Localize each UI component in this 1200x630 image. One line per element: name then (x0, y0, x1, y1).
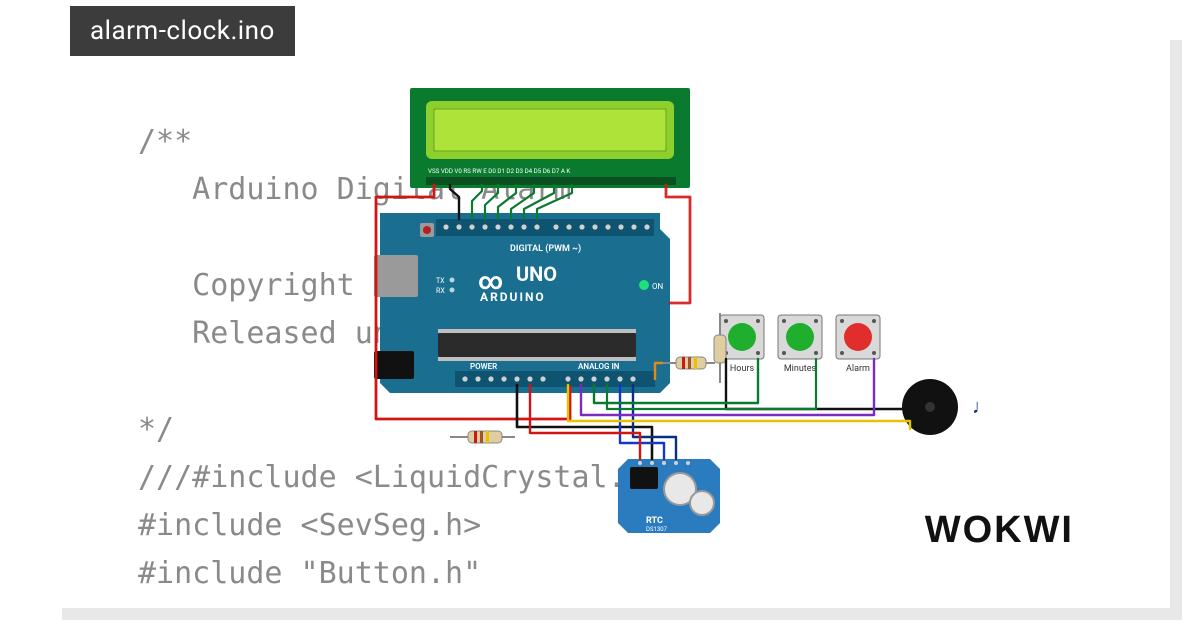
svg-text:RTC: RTC (646, 516, 663, 526)
arduino-uno: ON ∞ UNO ARDUINO TX RX DIGITAL (PWM ~) P… (374, 213, 670, 393)
svg-text:♩: ♩ (972, 394, 992, 418)
svg-text:TX: TX (436, 277, 445, 285)
buzzer: ♩ (902, 379, 992, 435)
file-tab[interactable]: alarm-clock.ino (70, 6, 295, 56)
lcd-pin-row (426, 177, 676, 185)
resistor-2 (450, 431, 515, 443)
rtc-module: RTC DS1307 (618, 459, 720, 533)
svg-text:DIGITAL (PWM ~): DIGITAL (PWM ~) (510, 243, 581, 254)
svg-text:ANALOG IN: ANALOG IN (578, 362, 620, 371)
svg-text:Minutes: Minutes (784, 364, 817, 374)
card: /** Arduino Digital Alarm Copyright (C) … (50, 28, 1170, 608)
svg-text:UNO: UNO (516, 262, 557, 286)
circuit-diagram: VSS VDD V0 RS RW E D0 D1 D2 D3 D4 D5 D6 … (350, 83, 1050, 563)
svg-text:POWER: POWER (470, 362, 497, 371)
lcd-module: VSS VDD V0 RS RW E D0 D1 D2 D3 D4 D5 D6 … (410, 88, 690, 188)
wokwi-logo: WOKWI (925, 509, 1074, 552)
svg-text:Alarm: Alarm (846, 364, 870, 374)
lcd-pin-labels: VSS VDD V0 RS RW E D0 D1 D2 D3 D4 D5 D6 … (428, 167, 570, 175)
svg-text:ON: ON (652, 282, 664, 291)
svg-text:Hours: Hours (730, 364, 755, 374)
svg-text:RX: RX (436, 287, 445, 295)
svg-text:DS1307: DS1307 (646, 526, 668, 533)
svg-text:ARDUINO: ARDUINO (480, 290, 546, 304)
